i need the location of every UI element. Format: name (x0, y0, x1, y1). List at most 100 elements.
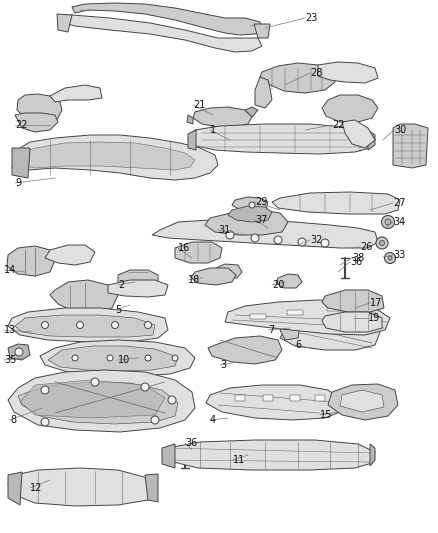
Polygon shape (17, 94, 62, 122)
Text: 22: 22 (332, 120, 345, 130)
Circle shape (172, 355, 178, 361)
Text: 2: 2 (118, 280, 124, 290)
Polygon shape (191, 268, 236, 285)
Polygon shape (188, 124, 375, 154)
Polygon shape (8, 344, 30, 360)
Circle shape (274, 236, 282, 244)
Circle shape (77, 321, 84, 328)
Polygon shape (50, 280, 118, 313)
Text: 36: 36 (350, 257, 362, 267)
Polygon shape (322, 290, 384, 312)
Polygon shape (276, 274, 302, 288)
Bar (315, 395, 325, 401)
Circle shape (385, 253, 396, 263)
Circle shape (41, 418, 49, 426)
Text: 32: 32 (310, 235, 322, 245)
Polygon shape (318, 62, 378, 83)
Polygon shape (255, 77, 272, 108)
Polygon shape (20, 380, 165, 418)
Circle shape (379, 240, 385, 246)
Circle shape (251, 234, 259, 242)
Polygon shape (322, 312, 382, 332)
Polygon shape (50, 85, 102, 102)
Text: 20: 20 (272, 280, 284, 290)
Polygon shape (18, 382, 178, 424)
Text: 37: 37 (255, 215, 267, 225)
Polygon shape (370, 444, 375, 466)
Bar (287, 310, 303, 315)
Polygon shape (48, 346, 178, 371)
Polygon shape (15, 315, 155, 337)
Polygon shape (145, 474, 158, 502)
Bar (263, 395, 273, 401)
Polygon shape (45, 245, 95, 265)
Text: 29: 29 (255, 197, 267, 207)
Polygon shape (340, 390, 384, 412)
Bar (327, 306, 343, 311)
Polygon shape (118, 270, 158, 290)
Polygon shape (280, 322, 300, 340)
Text: 30: 30 (394, 125, 406, 135)
Text: 31: 31 (218, 225, 230, 235)
Polygon shape (208, 336, 282, 364)
Polygon shape (57, 14, 72, 32)
Text: 28: 28 (310, 68, 322, 78)
Polygon shape (152, 220, 378, 248)
Text: 5: 5 (115, 305, 121, 315)
Text: 14: 14 (4, 265, 16, 275)
Text: 21: 21 (193, 100, 205, 110)
Text: 23: 23 (305, 13, 318, 23)
Text: 6: 6 (295, 340, 301, 350)
Circle shape (145, 321, 152, 328)
Circle shape (385, 219, 391, 225)
Bar (290, 395, 300, 401)
Polygon shape (280, 316, 380, 350)
Polygon shape (245, 107, 258, 117)
Circle shape (298, 238, 306, 246)
Circle shape (42, 321, 49, 328)
Text: 10: 10 (118, 355, 130, 365)
Text: 7: 7 (268, 325, 274, 335)
Polygon shape (225, 300, 390, 335)
Polygon shape (8, 472, 22, 505)
Polygon shape (108, 280, 168, 297)
Polygon shape (12, 135, 218, 180)
Circle shape (168, 396, 176, 404)
Text: 8: 8 (10, 415, 16, 425)
Text: 12: 12 (30, 483, 42, 493)
Polygon shape (72, 3, 263, 35)
Text: 18: 18 (188, 275, 200, 285)
Circle shape (226, 231, 234, 239)
Polygon shape (193, 107, 252, 127)
Text: 15: 15 (320, 410, 332, 420)
Text: 36: 36 (185, 438, 197, 448)
Text: 27: 27 (393, 198, 406, 208)
Polygon shape (8, 308, 168, 342)
Circle shape (107, 355, 113, 361)
Polygon shape (206, 385, 342, 420)
Bar (360, 313, 376, 318)
Circle shape (381, 215, 395, 229)
Circle shape (141, 383, 149, 391)
Polygon shape (232, 197, 268, 212)
Text: 19: 19 (368, 313, 380, 323)
Text: 34: 34 (393, 217, 405, 227)
Text: 9: 9 (15, 178, 21, 188)
Polygon shape (328, 384, 398, 420)
Polygon shape (260, 63, 335, 93)
Text: 16: 16 (178, 243, 190, 253)
Circle shape (145, 355, 151, 361)
Polygon shape (272, 192, 400, 214)
Text: 33: 33 (393, 250, 405, 260)
Polygon shape (254, 24, 270, 38)
Polygon shape (228, 206, 272, 222)
Polygon shape (18, 142, 195, 170)
Text: 35: 35 (4, 355, 16, 365)
Polygon shape (393, 124, 428, 168)
Circle shape (249, 202, 255, 208)
Polygon shape (188, 130, 196, 150)
Text: 11: 11 (233, 455, 245, 465)
Polygon shape (162, 440, 375, 470)
Circle shape (72, 355, 78, 361)
Circle shape (321, 239, 329, 247)
